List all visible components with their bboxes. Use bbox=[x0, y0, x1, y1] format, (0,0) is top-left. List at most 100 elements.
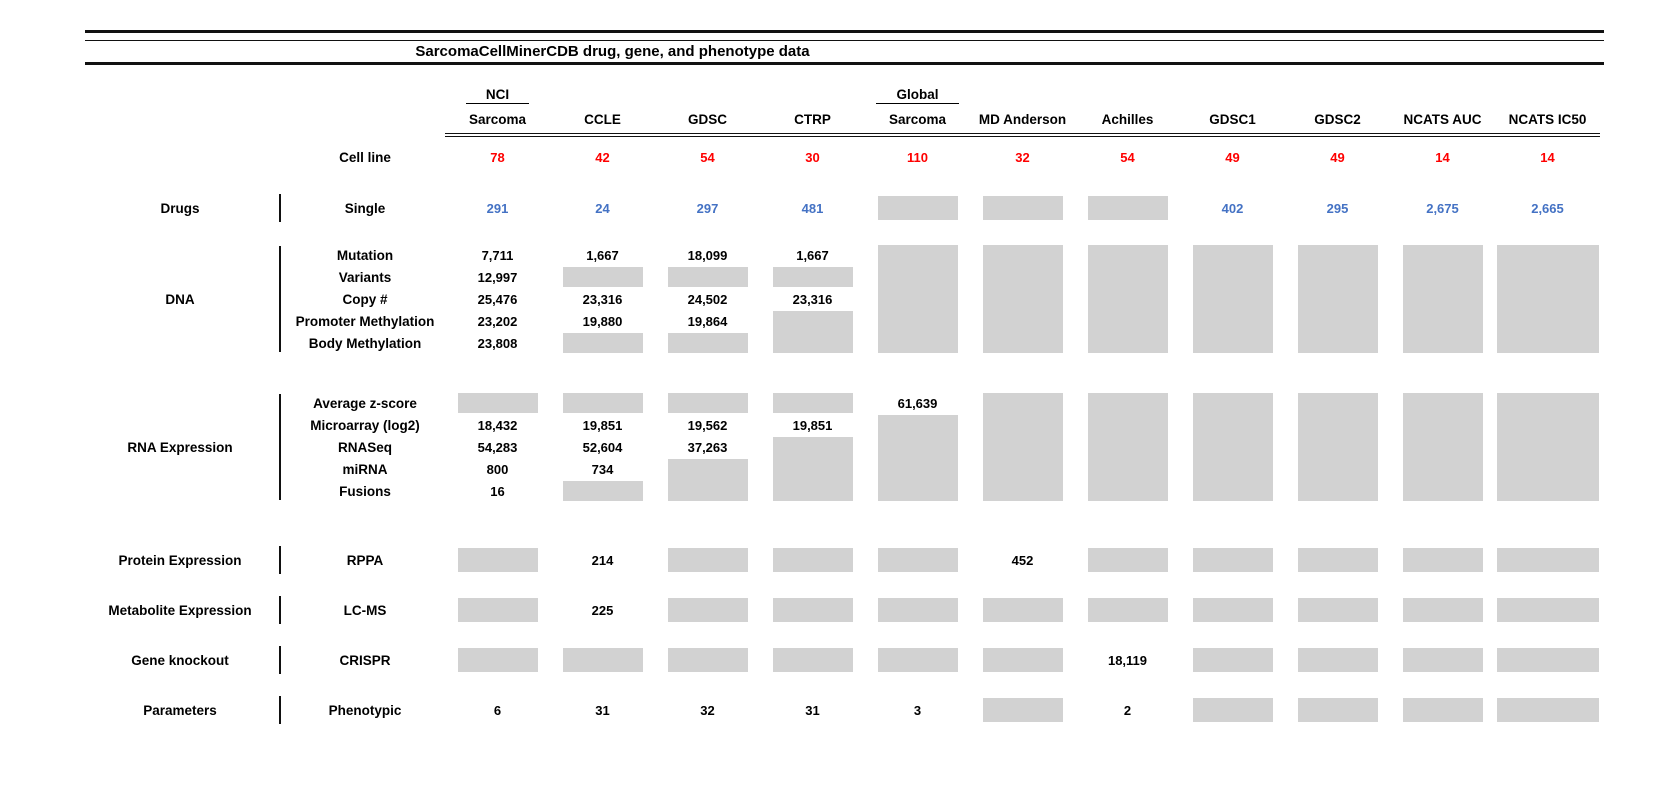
value-cell: 291 bbox=[486, 200, 509, 216]
missing-data-box bbox=[667, 548, 748, 572]
col-header-top-label: Global bbox=[876, 87, 959, 104]
category-label: Drugs bbox=[160, 200, 200, 216]
missing-data-box bbox=[667, 598, 748, 622]
value-cell: 31 bbox=[595, 702, 610, 718]
value-cell: 31 bbox=[805, 702, 820, 718]
col-header-top: Global bbox=[865, 84, 970, 106]
missing-data-box bbox=[457, 598, 538, 622]
col-header: MD Anderson bbox=[978, 111, 1067, 127]
row-label: Body Methylation bbox=[308, 335, 422, 351]
missing-data-box bbox=[877, 245, 958, 353]
row-label: Fusions bbox=[339, 483, 391, 499]
value-cell: 1,667 bbox=[586, 247, 619, 263]
header-double-rule bbox=[445, 133, 1600, 137]
column-header-row: NCI Sarcoma CCLE GDSC CTRP Global Sarcoma MD An… bbox=[85, 84, 1600, 138]
missing-data-box bbox=[772, 267, 853, 287]
col-header: GDSC1 bbox=[1209, 111, 1256, 127]
table-section: Parameters Phenotypic 6 31 32 31 3 2 bbox=[85, 688, 1600, 732]
sarcoma-data-table: NCI Sarcoma CCLE GDSC CTRP Global Sarcoma MD An… bbox=[85, 84, 1600, 732]
missing-data-box bbox=[772, 648, 853, 672]
value-cell: 18,099 bbox=[687, 247, 728, 263]
value-cell: 49 bbox=[1330, 149, 1345, 165]
category-label: Parameters bbox=[143, 702, 217, 718]
missing-data-box bbox=[457, 548, 538, 572]
value-cell: 6 bbox=[493, 702, 502, 718]
missing-data-box bbox=[667, 267, 748, 287]
row-label: Variants bbox=[338, 269, 392, 285]
missing-data-box bbox=[877, 415, 958, 501]
value-cell: 61,639 bbox=[897, 395, 938, 411]
value-cell: 18,119 bbox=[1107, 652, 1148, 668]
value-cell: 14 bbox=[1435, 149, 1450, 165]
row-label: Phenotypic bbox=[328, 702, 402, 718]
value-cell: 54,283 bbox=[477, 439, 518, 455]
missing-data-box bbox=[772, 548, 853, 572]
row-label: RNASeq bbox=[337, 439, 392, 455]
missing-data-box bbox=[1496, 698, 1599, 722]
category-divider-bar bbox=[279, 546, 281, 574]
missing-data-box bbox=[1087, 196, 1168, 220]
table-section: DNA Mutation Variants Copy # Promoter Methyl… bbox=[85, 244, 1600, 354]
category-divider-bar bbox=[279, 246, 281, 352]
missing-data-box bbox=[562, 481, 643, 501]
missing-data-box bbox=[877, 648, 958, 672]
value-cell: 19,562 bbox=[687, 417, 728, 433]
missing-data-box bbox=[1496, 598, 1599, 622]
missing-data-box bbox=[982, 393, 1063, 501]
col-header: Sarcoma bbox=[468, 111, 527, 127]
col-header: Sarcoma bbox=[888, 111, 947, 127]
missing-data-box bbox=[667, 459, 748, 501]
value-cell: 30 bbox=[805, 149, 820, 165]
value-cell: 452 bbox=[1011, 552, 1034, 568]
value-cell: 23,202 bbox=[477, 313, 518, 329]
missing-data-box bbox=[1496, 648, 1599, 672]
value-cell: 42 bbox=[595, 149, 610, 165]
value-cell: 481 bbox=[801, 200, 824, 216]
missing-data-box bbox=[772, 437, 853, 501]
value-cell: 297 bbox=[696, 200, 719, 216]
row-label: Cell line bbox=[339, 149, 391, 165]
missing-data-box bbox=[1297, 393, 1378, 501]
value-cell: 23,808 bbox=[477, 335, 518, 351]
value-cell: 32 bbox=[1015, 149, 1030, 165]
category-divider-bar bbox=[279, 646, 281, 674]
missing-data-box bbox=[562, 333, 643, 353]
table-section: Protein Expression RPPA 214 452 bbox=[85, 538, 1600, 582]
missing-data-box bbox=[1192, 648, 1273, 672]
missing-data-box bbox=[1192, 393, 1273, 501]
value-cell: 54 bbox=[700, 149, 715, 165]
category-label: RNA Expression bbox=[127, 439, 233, 455]
missing-data-box bbox=[1496, 393, 1599, 501]
value-cell: 800 bbox=[486, 461, 509, 477]
missing-data-box bbox=[772, 598, 853, 622]
title-lower-rule bbox=[85, 62, 1604, 65]
col-header-top-label: NCI bbox=[465, 87, 530, 104]
value-cell: 14 bbox=[1540, 149, 1555, 165]
row-label: Copy # bbox=[342, 291, 388, 307]
value-cell: 2 bbox=[1123, 702, 1132, 718]
missing-data-box bbox=[1192, 548, 1273, 572]
value-cell: 49 bbox=[1225, 149, 1240, 165]
missing-data-box bbox=[1297, 245, 1378, 353]
row-label: Microarray (log2) bbox=[310, 417, 420, 433]
row-label: miRNA bbox=[342, 461, 388, 477]
col-header-top: NCI bbox=[445, 84, 550, 106]
value-cell: 19,851 bbox=[792, 417, 833, 433]
category-label: DNA bbox=[165, 291, 195, 307]
missing-data-box bbox=[667, 333, 748, 353]
value-cell: 110 bbox=[907, 149, 928, 165]
top-rule bbox=[85, 30, 1604, 33]
value-cell: 24 bbox=[595, 200, 610, 216]
table-section: Cell line 78 42 54 30 110 32 54 49 49 14 14 bbox=[85, 144, 1600, 170]
value-cell: 52,604 bbox=[582, 439, 623, 455]
missing-data-box bbox=[982, 698, 1063, 722]
missing-data-box bbox=[877, 548, 958, 572]
value-cell: 37,263 bbox=[687, 439, 728, 455]
value-cell: 225 bbox=[591, 602, 614, 618]
missing-data-box bbox=[1087, 598, 1168, 622]
row-label: Average z-score bbox=[313, 395, 417, 411]
missing-data-box bbox=[1192, 598, 1273, 622]
missing-data-box bbox=[982, 648, 1063, 672]
missing-data-box bbox=[1087, 245, 1168, 353]
value-cell: 54 bbox=[1120, 149, 1135, 165]
